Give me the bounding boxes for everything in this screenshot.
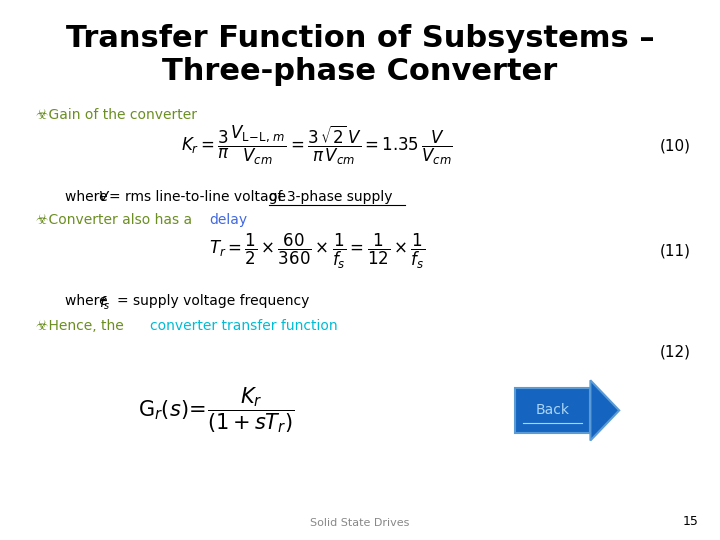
Text: where: where — [65, 190, 112, 204]
Text: $T_r = \dfrac{1}{2} \times \dfrac{60}{360} \times \dfrac{1}{f_s} = \dfrac{1}{12}: $T_r = \dfrac{1}{2} \times \dfrac{60}{36… — [209, 232, 425, 271]
FancyBboxPatch shape — [515, 388, 590, 433]
Text: $f_s$: $f_s$ — [99, 294, 110, 312]
Text: (12): (12) — [660, 345, 691, 360]
Text: converter transfer function: converter transfer function — [150, 319, 338, 333]
Text: where: where — [65, 294, 112, 308]
Text: ☣Hence, the: ☣Hence, the — [36, 319, 128, 333]
Polygon shape — [590, 380, 619, 441]
Text: Three-phase Converter: Three-phase Converter — [163, 57, 557, 86]
Text: = supply voltage frequency: = supply voltage frequency — [117, 294, 309, 308]
Text: V: V — [99, 190, 108, 204]
Text: Transfer Function of Subsystems –: Transfer Function of Subsystems – — [66, 24, 654, 53]
Text: of 3-phase supply: of 3-phase supply — [269, 190, 393, 204]
Text: (11): (11) — [660, 244, 691, 259]
Text: = rms line-to-line voltage: = rms line-to-line voltage — [109, 190, 291, 204]
Text: 15: 15 — [683, 515, 698, 528]
Text: $K_r = \dfrac{3}{\pi}\dfrac{V_{\mathrm{L\!-\!L,}\,m}}{V_{cm}} = \dfrac{3\,\sqrt{: $K_r = \dfrac{3}{\pi}\dfrac{V_{\mathrm{L… — [181, 124, 453, 167]
Text: (10): (10) — [660, 138, 691, 153]
Text: $\mathrm{G}_r(s)\!=\!\dfrac{K_r}{\left(1+sT_r\right)}$: $\mathrm{G}_r(s)\!=\!\dfrac{K_r}{\left(1… — [138, 386, 294, 435]
Text: Back: Back — [536, 403, 570, 417]
Text: ☣Gain of the converter: ☣Gain of the converter — [36, 108, 197, 122]
Text: Solid State Drives: Solid State Drives — [310, 518, 410, 528]
Text: ☣Converter also has a: ☣Converter also has a — [36, 213, 197, 227]
Text: delay: delay — [209, 213, 247, 227]
